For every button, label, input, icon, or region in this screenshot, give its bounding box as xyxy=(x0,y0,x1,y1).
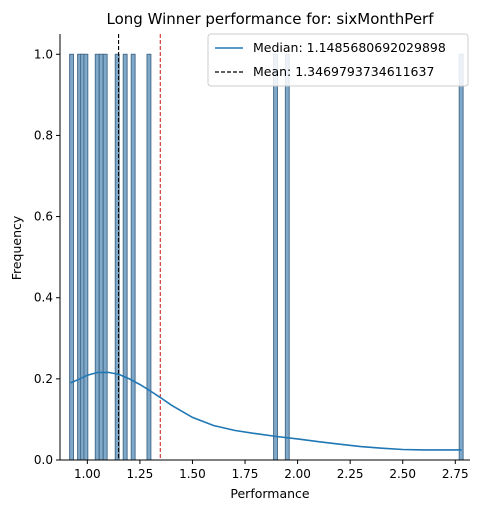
y-axis-title: Frequency xyxy=(9,215,24,280)
histogram-bar xyxy=(122,53,128,461)
histogram-bar xyxy=(146,53,152,461)
legend-label-median: Median: 1.1485680692029898 xyxy=(253,40,446,55)
x-tick-label: 2.75 xyxy=(442,467,469,481)
y-tick-label: 0.0 xyxy=(34,453,53,467)
reference-lines-layer xyxy=(118,34,161,460)
y-tick-label: 0.6 xyxy=(34,210,53,224)
chart-title: Long Winner performance for: sixMonthPer… xyxy=(107,10,435,28)
y-tick-label: 1.0 xyxy=(34,47,53,61)
histogram-bar xyxy=(102,53,108,461)
x-tick-label: 1.50 xyxy=(179,467,206,481)
axes-layer xyxy=(59,34,470,461)
x-tick-label: 2.00 xyxy=(284,467,311,481)
x-tick-label: 1.75 xyxy=(232,467,259,481)
legend-box xyxy=(207,33,469,87)
histogram-bar xyxy=(83,53,89,461)
ticks-layer: 1.00 1.25 1.50 1.75 2.00 2.25 2.50 2.75 0.0 0.2 0.… xyxy=(34,47,469,481)
histogram-bar xyxy=(98,53,104,461)
x-axis-title: Performance xyxy=(230,486,310,501)
kde-curve xyxy=(70,371,462,451)
x-tick-label: 1.25 xyxy=(127,467,154,481)
legend: Median: 1.1485680692029898 Mean: 1.34697… xyxy=(207,33,469,87)
y-tick-label: 0.2 xyxy=(34,372,53,386)
y-tick-label: 0.4 xyxy=(34,291,53,305)
histogram-bar xyxy=(130,53,136,461)
histogram-bar xyxy=(94,53,100,461)
histogram-bar xyxy=(284,53,290,461)
x-tick-label: 1.00 xyxy=(74,467,101,481)
y-tick-label: 0.8 xyxy=(34,128,53,142)
x-tick-label: 2.25 xyxy=(337,467,364,481)
histogram-bar xyxy=(458,53,464,461)
histogram-bar xyxy=(69,53,75,461)
x-tick-label: 2.50 xyxy=(389,467,416,481)
bars-layer xyxy=(69,53,464,461)
histogram-bar xyxy=(273,53,278,461)
legend-label-mean: Mean: 1.3469793734611637 xyxy=(253,64,434,79)
